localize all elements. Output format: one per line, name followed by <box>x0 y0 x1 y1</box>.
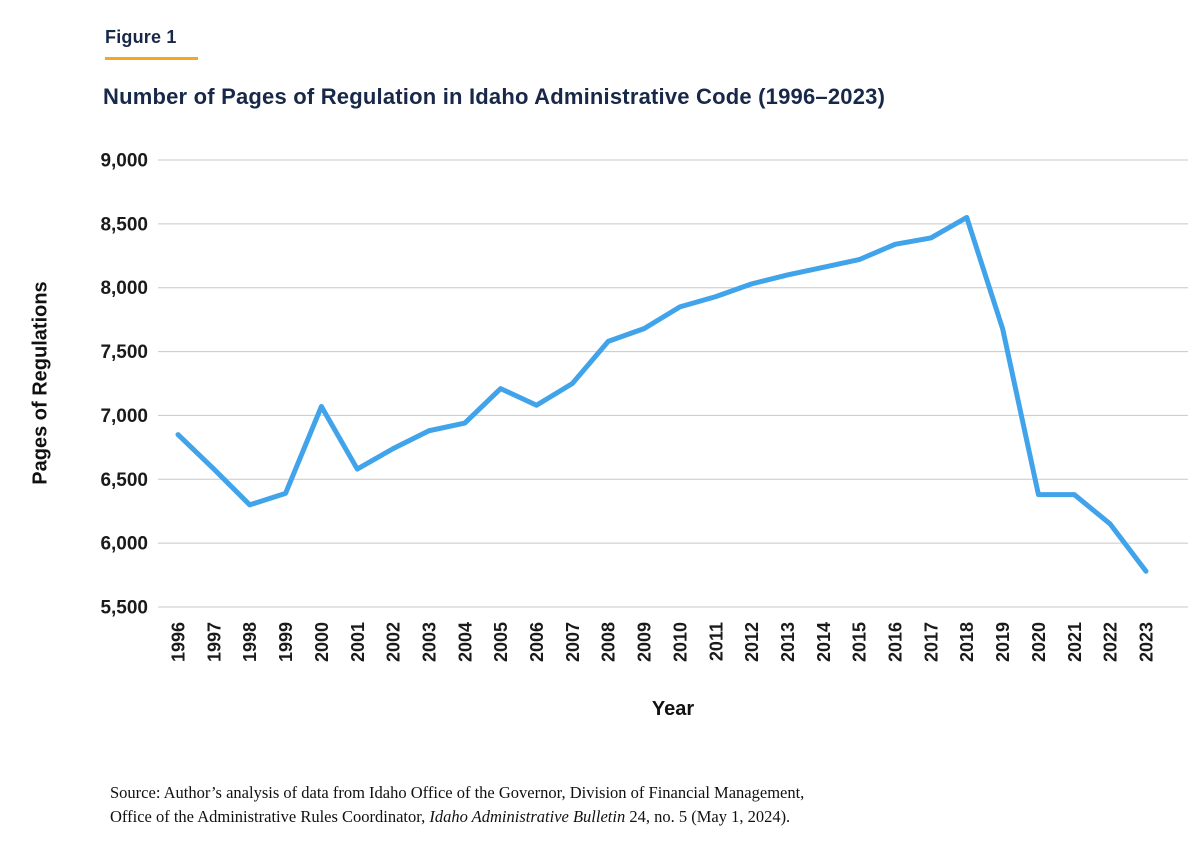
regulation-pages-line <box>175 214 1149 574</box>
source-line-2: Office of the Administrative Rules Coord… <box>110 807 791 826</box>
x-tick-label: 1997 <box>204 622 224 662</box>
x-tick-label: 1999 <box>276 622 296 662</box>
line-chart-canvas: 5,500 6,000 6,500 7,000 7,500 8,000 8,500 9,000… <box>100 151 1188 662</box>
x-tick-label: 2014 <box>814 622 834 662</box>
figure-label: Figure 1 <box>105 27 177 47</box>
chart-title: Number of Pages of Regulation in Idaho A… <box>103 84 886 109</box>
x-tick-label: 2005 <box>491 622 511 662</box>
x-axis-title: Year <box>651 698 695 720</box>
x-tick-label: 2010 <box>670 622 690 662</box>
x-tick-label: 1998 <box>240 622 260 662</box>
x-tick-label: 2022 <box>1101 622 1121 662</box>
x-tick-label: 2019 <box>993 622 1013 662</box>
y-axis-title: Pages of Regulations <box>29 281 52 485</box>
x-tick-label: 1996 <box>169 622 189 662</box>
x-tick-label: 2021 <box>1065 622 1085 662</box>
y-tick-label: 5,500 <box>100 598 148 619</box>
x-tick-label: 2011 <box>706 622 726 661</box>
y-tick-label: 6,000 <box>100 534 148 555</box>
y-tick-label: 9,000 <box>100 151 148 172</box>
x-tick-label: 2023 <box>1137 622 1157 662</box>
x-tick-label: 2003 <box>419 622 439 662</box>
source-cited-work: Idaho Administrative Bulletin <box>429 807 626 826</box>
x-tick-label: 2002 <box>384 622 404 662</box>
x-tick-label: 2016 <box>886 622 906 662</box>
x-tick-label: 2008 <box>599 622 619 662</box>
x-tick-label: 2020 <box>1029 622 1049 662</box>
source-note: Source: Author’s analysis of data from I… <box>110 781 930 829</box>
x-tick-label: 2000 <box>312 622 332 662</box>
y-tick-label: 7,500 <box>100 342 148 363</box>
figure-label-underline <box>105 57 198 60</box>
y-tick-label: 6,500 <box>100 470 148 491</box>
x-tick-label: 2013 <box>778 622 798 662</box>
x-tick-label: 2004 <box>455 622 475 662</box>
x-tick-label: 2015 <box>850 622 870 662</box>
x-tick-label: 2001 <box>348 622 368 662</box>
x-tick-label: 2006 <box>527 622 547 662</box>
x-tick-label: 2007 <box>563 622 583 662</box>
source-line-1: Source: Author’s analysis of data from I… <box>110 783 805 802</box>
x-tick-label: 2012 <box>742 622 762 662</box>
y-tick-label: 7,000 <box>100 406 148 427</box>
x-tick-label: 2017 <box>921 622 941 662</box>
y-tick-label: 8,500 <box>100 214 148 235</box>
x-tick-label: 2018 <box>957 622 977 662</box>
y-tick-label: 8,000 <box>100 278 148 299</box>
x-tick-label: 2009 <box>635 622 655 662</box>
